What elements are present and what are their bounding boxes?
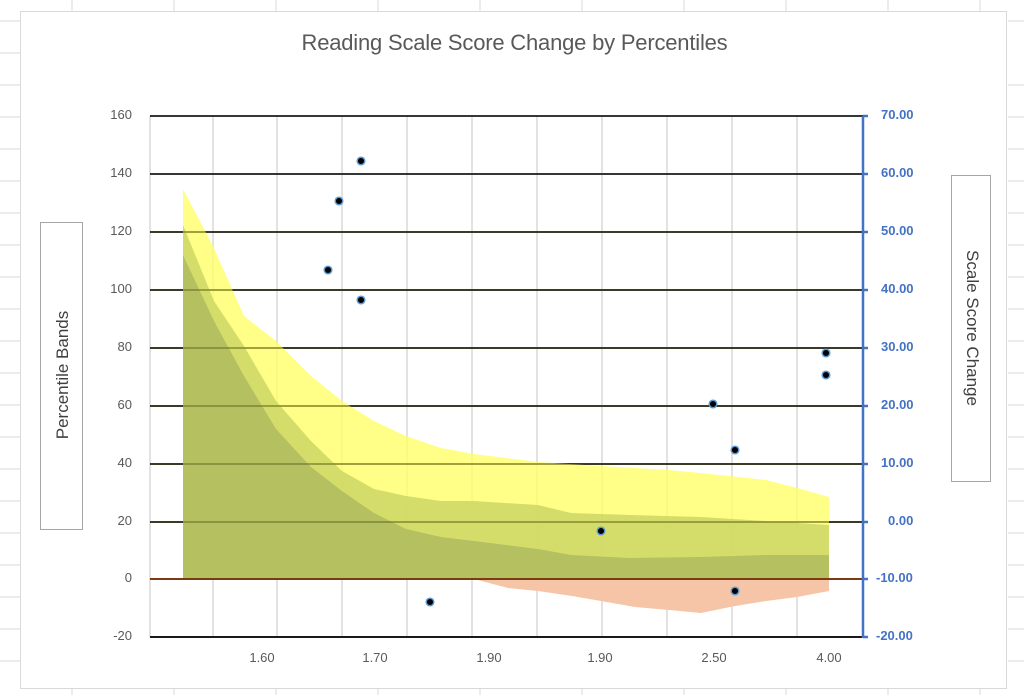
y-right-tick: -20.00: [876, 628, 913, 643]
scatter-point[interactable]: [730, 586, 740, 596]
area-lower-olive: [183, 255, 829, 579]
scatter-points: [323, 156, 831, 607]
y-left-tick: 120: [110, 223, 132, 238]
scatter-point[interactable]: [425, 597, 435, 607]
chart-plot: [149, 114, 868, 639]
y-left-tick: -20: [113, 628, 132, 643]
y-right-tick: -10.00: [876, 570, 913, 585]
left-axis-title: Percentile Bands: [53, 310, 72, 440]
y-right-tick: 40.00: [881, 281, 914, 296]
right-axis-title-box[interactable]: Scale Score Change: [951, 175, 991, 482]
scatter-point[interactable]: [334, 196, 344, 206]
x-tick: 2.50: [701, 650, 727, 665]
scatter-point[interactable]: [821, 348, 831, 358]
y-left-tick: 40: [117, 455, 132, 470]
y-left-tick: 140: [110, 165, 132, 180]
scatter-point[interactable]: [356, 295, 366, 305]
y-left-tick: 20: [117, 513, 132, 528]
scatter-point[interactable]: [821, 370, 831, 380]
scatter-point[interactable]: [596, 526, 606, 536]
right-axis: [861, 114, 868, 639]
x-tick: 1.70: [362, 650, 388, 665]
y-right-tick: 10.00: [881, 455, 914, 470]
scatter-point[interactable]: [356, 156, 366, 166]
x-tick: 1.90: [587, 650, 613, 665]
chart-title: Reading Scale Score Change by Percentile…: [301, 30, 728, 55]
scatter-point[interactable]: [708, 399, 718, 409]
left-axis-title-box[interactable]: Percentile Bands: [40, 222, 83, 530]
right-axis-title: Scale Score Change: [963, 250, 982, 406]
y-left-tick: 60: [117, 397, 132, 412]
y-left-tick: 100: [110, 281, 132, 296]
y-left-tick: 160: [110, 107, 132, 122]
y-left-tick: 0: [124, 570, 132, 585]
x-tick: 4.00: [816, 650, 842, 665]
y-right-tick: 30.00: [881, 339, 914, 354]
y-left-tick: 80: [117, 339, 132, 354]
scatter-point[interactable]: [323, 265, 333, 275]
y-right-tick: 60.00: [881, 165, 914, 180]
scatter-point[interactable]: [730, 445, 740, 455]
x-tick: 1.90: [476, 650, 502, 665]
y-right-tick: 50.00: [881, 223, 914, 238]
y-right-tick: 70.00: [881, 107, 914, 122]
y-right-tick: 20.00: [881, 397, 914, 412]
gridline-overlay: [150, 231, 863, 523]
chart-container[interactable]: Reading Scale Score Change by Percentile…: [20, 11, 1007, 689]
area-negative-salmon: [474, 579, 829, 613]
y-right-tick: 0.00: [888, 513, 914, 528]
x-tick: 1.60: [249, 650, 275, 665]
area-middle-light-olive: [183, 225, 829, 579]
